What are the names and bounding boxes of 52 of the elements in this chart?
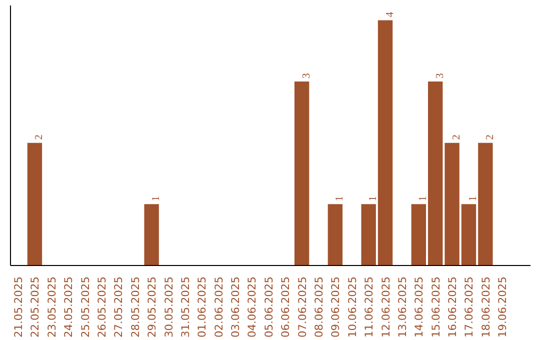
x-tick-label: 27.05.2025 <box>112 276 126 338</box>
x-tick-label: 26.05.2025 <box>95 276 108 338</box>
bar <box>294 82 310 266</box>
x-tick-label: 12.06.2025 <box>379 276 392 338</box>
bar <box>378 20 393 266</box>
x-tick-label: 06.06.2025 <box>279 276 292 338</box>
data-label: 1 <box>151 196 162 202</box>
x-tick-label: 10.06.2025 <box>346 276 359 338</box>
x-tick-label: 05.06.2025 <box>262 276 276 338</box>
data-label: 2 <box>34 134 46 140</box>
x-tick-label: 19.06.2025 <box>496 276 510 338</box>
x-tick-label: 08.06.2025 <box>312 276 326 338</box>
data-label: 2 <box>484 134 496 140</box>
x-tick-label: 01.06.2025 <box>196 276 209 338</box>
x-tick-label: 28.05.2025 <box>128 276 142 338</box>
data-label: 4 <box>384 11 396 18</box>
x-tick-label: 13.06.2025 <box>396 276 409 338</box>
x-tick-label: 22.05.2025 <box>28 276 42 338</box>
x-tick-label: 04.06.2025 <box>246 276 259 338</box>
data-label: 1 <box>418 196 430 202</box>
x-tick-label: 03.06.2025 <box>229 276 242 338</box>
bar <box>411 204 426 266</box>
x-tick-label: 30.05.2025 <box>162 276 176 338</box>
x-tick-label: 25.05.2025 <box>78 276 92 338</box>
x-tick-label: 29.05.2025 <box>146 276 159 338</box>
x-tick-label: 17.06.2025 <box>462 276 476 338</box>
x-tick-label: 14.06.2025 <box>412 276 426 338</box>
data-label: 1 <box>468 196 480 202</box>
data-label: 1 <box>334 196 346 202</box>
bar <box>478 142 493 266</box>
x-tick-label: 18.06.2025 <box>479 276 492 338</box>
bar <box>328 204 343 266</box>
x-tick-label: 15.06.2025 <box>429 276 442 338</box>
bar <box>461 204 476 266</box>
bar <box>27 142 42 266</box>
bar <box>444 142 460 266</box>
x-tick-label: 16.06.2025 <box>446 276 460 338</box>
data-label: 3 <box>301 73 312 79</box>
data-label: 3 <box>434 73 446 79</box>
x-tick-label: 21.05.2025 <box>12 276 26 338</box>
x-tick-label: 11.06.2025 <box>362 276 376 338</box>
x-tick-label: 31.05.2025 <box>178 276 192 338</box>
data-label: 1 <box>368 196 380 202</box>
bar <box>361 204 376 266</box>
bar <box>144 204 159 266</box>
x-tick-label: 24.05.2025 <box>62 276 76 338</box>
bar <box>428 82 443 266</box>
x-tick-label: 23.05.2025 <box>45 276 58 338</box>
data-label: 2 <box>452 134 463 140</box>
x-tick-label: 02.06.2025 <box>212 276 226 338</box>
x-tick-label: 07.06.2025 <box>296 276 309 338</box>
x-tick-label: 09.06.2025 <box>329 276 342 338</box>
